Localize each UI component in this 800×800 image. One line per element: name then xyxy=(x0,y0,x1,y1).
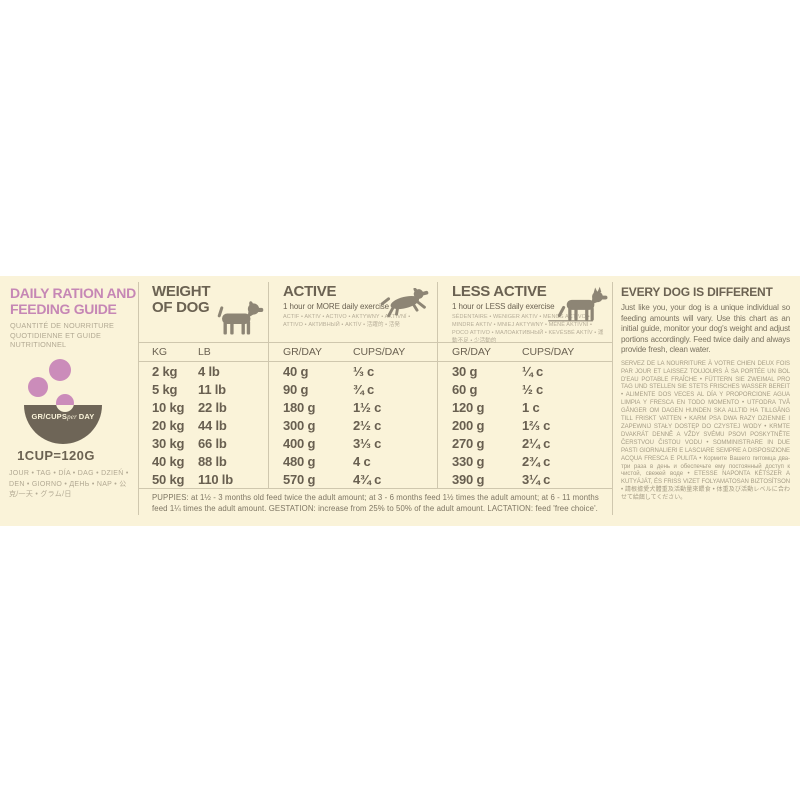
less-cups-cell: ½ c xyxy=(522,381,544,397)
less-active-header: LESS ACTIVE 1 hour or LESS daily exercis… xyxy=(437,282,612,344)
info-title: EVERY DOG IS DIFFERENT xyxy=(621,285,773,299)
kg-cell: 40 kg xyxy=(152,453,185,469)
running-dog-icon xyxy=(381,288,429,318)
active-subtitle: 1 hour or MORE daily exercise xyxy=(283,302,390,311)
bowl-label: GR/CUPSper DAY xyxy=(24,412,102,421)
weight-title: WEIGHT OF DOG xyxy=(152,282,268,316)
active-cups-cell: ¾ c xyxy=(353,381,375,397)
less-cups-cell: 1 c xyxy=(522,399,540,415)
active-header: ACTIVE 1 hour or MORE daily exercise ACT… xyxy=(268,282,437,342)
label-subtitle: QUANTITÉ DE NOURRITURE QUOTIDIENNE ET GU… xyxy=(10,321,115,350)
kibble-icon xyxy=(28,377,48,397)
standing-dog-icon xyxy=(217,301,264,335)
weight-title-line2: OF DOG xyxy=(152,299,210,316)
less-gr-cell: 120 g xyxy=(452,399,485,415)
table-section-headers: WEIGHT OF DOG xyxy=(138,282,612,344)
label-title-line2: FEEDING GUIDE xyxy=(10,301,117,317)
col-header-kg: KG xyxy=(152,346,167,358)
label-title-line1: DAILY RATION AND xyxy=(10,285,136,301)
panel-divider xyxy=(437,282,438,488)
panel-divider xyxy=(138,282,139,515)
col-header-active-gr: GR/DAY xyxy=(283,346,322,358)
feeding-table: WEIGHT OF DOG xyxy=(138,276,612,526)
less-cups-cell: 2¾ c xyxy=(522,453,551,469)
active-translations: ACTIF • AKTIV • ACTIVO • AKTYWNY • AKTIV… xyxy=(283,314,411,328)
kg-cell: 50 kg xyxy=(152,471,185,487)
day-translations: JOUR • TAG • DÍA • DAG • DZIEŃ • DEN • G… xyxy=(9,470,129,498)
kg-cell: 2 kg xyxy=(152,363,178,379)
less-active-subtitle: 1 hour or LESS daily exercise xyxy=(452,302,555,311)
less-active-translations: SÉDENTAIRE • WENIGER AKTIV • MENOS ACTIV… xyxy=(452,314,604,344)
table-row: 2 kg 4 lb 40 g ⅓ c 30 g ¼ c xyxy=(138,362,612,380)
table-row: 10 kg 22 lb 180 g 1½ c 120 g 1 c xyxy=(138,398,612,416)
weight-title-line1: WEIGHT xyxy=(152,283,211,300)
daily-ration-label: DAILY RATION AND FEEDING GUIDE QUANTITÉ … xyxy=(0,276,800,526)
col-header-lb: LB xyxy=(198,346,211,358)
bowl-label-per: per xyxy=(67,413,78,421)
kg-cell: 5 kg xyxy=(152,381,178,397)
info-panel: EVERY DOG IS DIFFERENT Just like you, yo… xyxy=(612,276,800,526)
puppies-gestation-footnote: PUPPIES: at 1½ - 3 months old feed twice… xyxy=(138,488,612,514)
active-gr-cell: 570 g xyxy=(283,471,316,487)
active-cups-cell: ⅓ c xyxy=(353,363,375,379)
table-row: 40 kg 88 lb 480 g 4 c 330 g 2¾ c xyxy=(138,452,612,470)
active-gr-cell: 400 g xyxy=(283,435,316,451)
cup-equivalence: 1CUP=120G xyxy=(17,448,95,463)
lb-cell: 44 lb xyxy=(198,417,227,433)
active-gr-cell: 300 g xyxy=(283,417,316,433)
info-translations: SERVEZ DE LA NOURRITURE À VOTRE CHIEN DE… xyxy=(621,360,790,502)
kibble-falling-icon xyxy=(56,394,74,412)
lb-cell: 11 lb xyxy=(198,381,226,397)
lb-cell: 66 lb xyxy=(198,435,227,451)
active-gr-cell: 180 g xyxy=(283,399,316,415)
info-body: Just like you, your dog is a unique indi… xyxy=(621,303,790,355)
weight-header: WEIGHT OF DOG xyxy=(138,282,268,342)
less-gr-cell: 30 g xyxy=(452,363,478,379)
panel-divider xyxy=(268,282,269,488)
less-cups-cell: ¼ c xyxy=(522,363,544,379)
active-cups-cell: 4¾ c xyxy=(353,471,382,487)
table-row: 30 kg 66 lb 400 g 3⅓ c 270 g 2¼ c xyxy=(138,434,612,452)
active-gr-cell: 40 g xyxy=(283,363,309,379)
active-cups-cell: 3⅓ c xyxy=(353,435,382,451)
lb-cell: 22 lb xyxy=(198,399,227,415)
less-gr-cell: 200 g xyxy=(452,417,485,433)
table-row: 5 kg 11 lb 90 g ¾ c 60 g ½ c xyxy=(138,380,612,398)
less-gr-cell: 390 g xyxy=(452,471,485,487)
table-body: 2 kg 4 lb 40 g ⅓ c 30 g ¼ c 5 kg 11 lb 9… xyxy=(138,362,612,488)
table-column-headers: KG LB GR/DAY CUPS/DAY GR/DAY CUPS/DAY xyxy=(138,342,612,362)
kg-cell: 10 kg xyxy=(152,399,185,415)
bowl-label-day: DAY xyxy=(78,412,95,421)
lb-cell: 110 lb xyxy=(198,471,233,487)
kg-cell: 30 kg xyxy=(152,435,185,451)
intro-panel: DAILY RATION AND FEEDING GUIDE QUANTITÉ … xyxy=(0,276,138,526)
active-cups-cell: 4 c xyxy=(353,453,371,469)
less-gr-cell: 330 g xyxy=(452,453,485,469)
panel-divider xyxy=(612,282,613,515)
standing-dog-ground-icon xyxy=(548,286,608,322)
kg-cell: 20 kg xyxy=(152,417,185,433)
kibble-icon xyxy=(49,359,71,381)
active-gr-cell: 90 g xyxy=(283,381,309,397)
col-header-less-cups: CUPS/DAY xyxy=(522,346,575,358)
col-header-less-gr: GR/DAY xyxy=(452,346,491,358)
less-gr-cell: 270 g xyxy=(452,435,485,451)
lb-cell: 4 lb xyxy=(198,363,220,379)
label-title: DAILY RATION AND FEEDING GUIDE xyxy=(10,285,136,317)
table-row: 20 kg 44 lb 300 g 2½ c 200 g 1⅔ c xyxy=(138,416,612,434)
less-cups-cell: 1⅔ c xyxy=(522,417,551,433)
active-cups-cell: 2½ c xyxy=(353,417,382,433)
less-cups-cell: 2¼ c xyxy=(522,435,551,451)
less-active-title: LESS ACTIVE xyxy=(452,283,547,300)
bowl-label-grcups: GR/CUPS xyxy=(31,412,68,421)
active-cups-cell: 1½ c xyxy=(353,399,382,415)
active-gr-cell: 480 g xyxy=(283,453,316,469)
less-gr-cell: 60 g xyxy=(452,381,478,397)
less-cups-cell: 3¼ c xyxy=(522,471,551,487)
active-title: ACTIVE xyxy=(283,283,337,300)
lb-cell: 88 lb xyxy=(198,453,227,469)
col-header-active-cups: CUPS/DAY xyxy=(353,346,406,358)
table-row: 50 kg 110 lb 570 g 4¾ c 390 g 3¼ c xyxy=(138,470,612,488)
